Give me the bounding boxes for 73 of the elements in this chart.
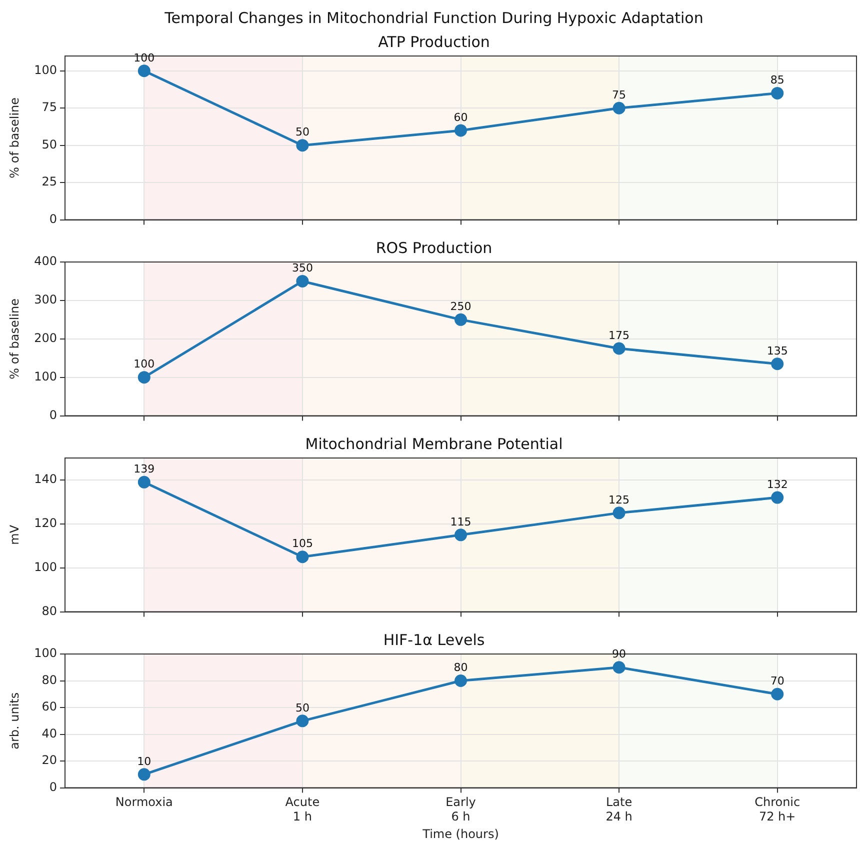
y-tick-label: 50 bbox=[42, 137, 57, 152]
point bbox=[454, 313, 467, 326]
y-tick-label: 0 bbox=[49, 212, 57, 226]
y-tick-label: 20 bbox=[42, 753, 57, 768]
point bbox=[612, 342, 626, 355]
y-tick-label: 75 bbox=[42, 100, 57, 114]
chart-subtitle: ATP Production bbox=[378, 32, 490, 51]
x-tick-label: Chronic 72 h+ bbox=[754, 795, 800, 824]
data-label: 80 bbox=[454, 661, 468, 674]
point bbox=[296, 139, 309, 152]
y-tick-label: 0 bbox=[49, 408, 57, 422]
y-tick-label: 80 bbox=[42, 604, 57, 618]
x-tick-label: Late 24 h bbox=[606, 795, 632, 824]
x-tick-label: Early 6 h bbox=[446, 795, 476, 824]
point bbox=[296, 714, 309, 728]
point bbox=[296, 274, 309, 288]
chart-title: HIF-1α Levels bbox=[383, 630, 485, 649]
x-axis-title: Time (hours) bbox=[422, 826, 499, 841]
y-tick-label: 0 bbox=[49, 780, 57, 794]
data-label: 132 bbox=[766, 478, 788, 491]
y-tick-label: 100 bbox=[34, 646, 57, 660]
point bbox=[612, 661, 626, 674]
point bbox=[771, 358, 784, 370]
data-label: 350 bbox=[292, 262, 313, 275]
point bbox=[138, 64, 150, 78]
y-tick-label: 40 bbox=[42, 726, 57, 740]
data-label: 75 bbox=[612, 88, 626, 102]
y-axis-title: arb. units bbox=[7, 692, 22, 750]
point bbox=[138, 768, 150, 781]
point bbox=[612, 102, 626, 114]
y-tick-label: 60 bbox=[42, 700, 57, 714]
data-label: 10 bbox=[137, 754, 152, 768]
point bbox=[454, 124, 467, 137]
data-label: 60 bbox=[454, 110, 468, 124]
data-label: 250 bbox=[450, 300, 472, 314]
data-label: 50 bbox=[295, 701, 310, 714]
y-axis-title: mV bbox=[7, 524, 22, 545]
data-label: 175 bbox=[608, 328, 630, 342]
point bbox=[138, 476, 150, 488]
data-label: 105 bbox=[292, 537, 313, 550]
y-tick-label: 100 bbox=[34, 560, 57, 574]
y-axis-title: % of baseline bbox=[7, 298, 22, 380]
data-label: 115 bbox=[450, 515, 472, 528]
y-axis-title: % of baseline bbox=[7, 97, 22, 178]
x-tick-label: Acute 1 h bbox=[285, 795, 320, 824]
data-label: 85 bbox=[770, 74, 784, 87]
data-label: 139 bbox=[134, 462, 155, 476]
point bbox=[296, 550, 309, 564]
point bbox=[612, 506, 626, 520]
point bbox=[138, 371, 150, 384]
chart-title: Temporal Changes in Mitochondrial Function During Hypoxic Adaptation bbox=[164, 8, 704, 27]
y-tick-label: 300 bbox=[34, 292, 57, 307]
data-label: 50 bbox=[295, 126, 310, 139]
x-tick-label: Normoxia bbox=[115, 795, 173, 810]
chart-title: ROS Production bbox=[376, 238, 492, 257]
y-tick-label: 140 bbox=[34, 472, 57, 486]
y-tick-label: 80 bbox=[42, 672, 57, 687]
point bbox=[771, 86, 784, 100]
y-tick-label: 100 bbox=[34, 369, 57, 384]
data-label: 70 bbox=[770, 674, 784, 688]
data-label: 125 bbox=[608, 493, 630, 506]
y-tick-label: 100 bbox=[34, 63, 57, 78]
point bbox=[771, 688, 784, 700]
data-label: 100 bbox=[134, 358, 155, 371]
y-tick-label: 200 bbox=[34, 331, 57, 346]
data-label: 135 bbox=[766, 344, 788, 358]
point bbox=[454, 528, 467, 542]
point bbox=[454, 674, 467, 688]
y-tick-label: 400 bbox=[34, 254, 57, 268]
point bbox=[771, 491, 784, 504]
y-tick-label: 25 bbox=[42, 174, 57, 189]
y-tick-label: 120 bbox=[34, 516, 57, 530]
chart-title: Mitochondrial Membrane Potential bbox=[305, 434, 563, 453]
